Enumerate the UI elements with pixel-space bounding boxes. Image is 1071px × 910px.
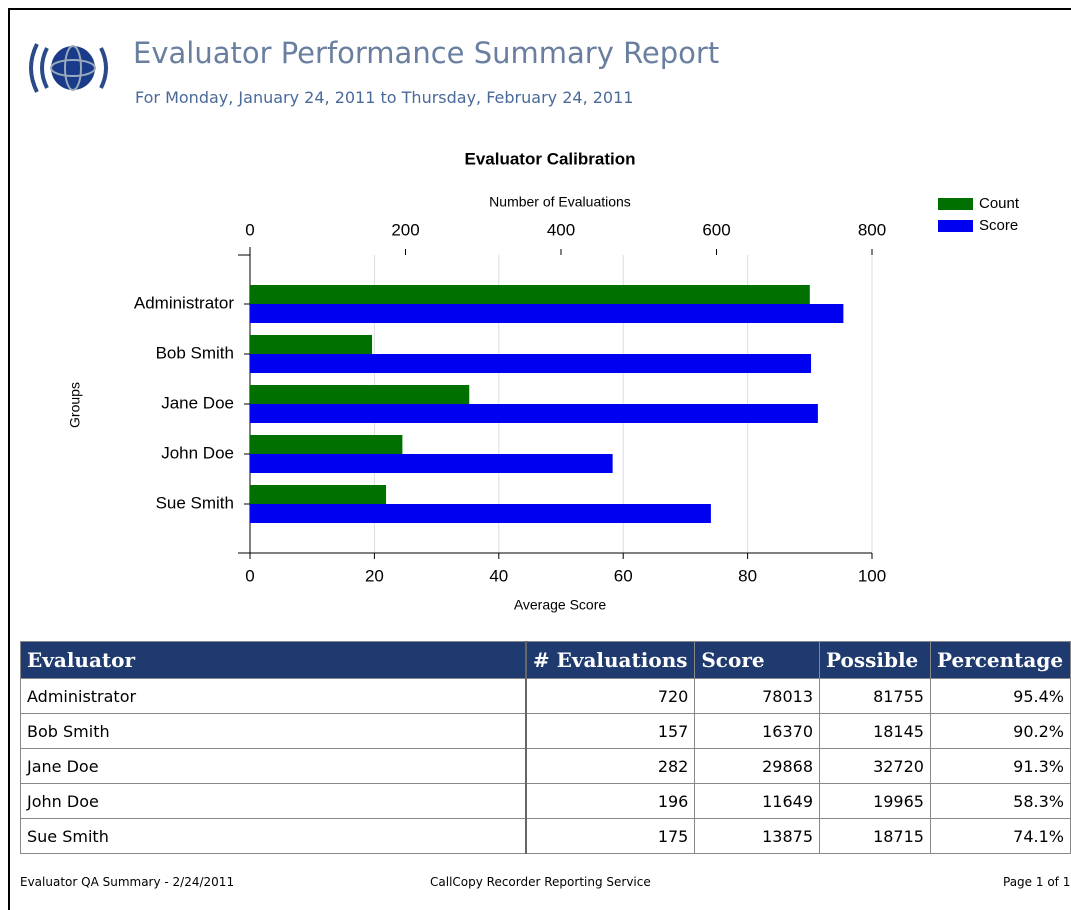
y-tick-label: John Doe	[161, 443, 234, 462]
chart-title: Evaluator Calibration	[465, 149, 636, 168]
table-cell: 157	[525, 713, 696, 749]
table-cell: 16370	[694, 713, 821, 749]
table-cell: Sue Smith	[19, 818, 527, 854]
y-tick-label: Administrator	[134, 293, 234, 312]
legend-label: Score	[979, 217, 1018, 234]
table-cell: 18145	[819, 713, 931, 749]
footer-left: Evaluator QA Summary - 2/24/2011	[20, 875, 235, 889]
table-cell: 91.3%	[929, 748, 1071, 784]
table-cell: 74.1%	[929, 818, 1071, 854]
table-cell: 18715	[819, 818, 931, 854]
x-tick-label: 60	[614, 566, 633, 585]
legend-label: Count	[979, 195, 1020, 212]
legend-swatch	[938, 220, 973, 232]
page-frame	[8, 8, 1071, 910]
table-row: Bob Smith 157 16370 18145 90.2%	[19, 713, 1071, 749]
legend-swatch	[938, 198, 973, 210]
x-tick-label: 40	[489, 566, 508, 585]
table-cell: 95.4%	[929, 678, 1071, 714]
table-row: Administrator 720 78013 81755 95.4%	[19, 678, 1071, 714]
table-cell: 11649	[694, 783, 821, 819]
x-tick-label: 80	[738, 566, 757, 585]
bar	[250, 454, 613, 473]
bar	[250, 304, 844, 323]
table-cell: Administrator	[19, 678, 527, 714]
page: Evaluator Performance Summary Report For…	[8, 8, 1071, 910]
x2-tick-label: 800	[858, 220, 886, 239]
bar	[250, 385, 470, 404]
table-row: Sue Smith 175 13875 18715 74.1%	[19, 818, 1071, 854]
x2-tick-label: 200	[391, 220, 419, 239]
table-cell: 78013	[694, 678, 821, 714]
column-header: Percentage	[929, 641, 1071, 679]
table-cell: 58.3%	[929, 783, 1071, 819]
bar	[250, 404, 818, 423]
x-tick-label: 20	[365, 566, 384, 585]
footer-center: CallCopy Recorder Reporting Service	[430, 875, 651, 889]
table-cell: 720	[525, 678, 696, 714]
logo	[29, 43, 108, 93]
table-cell: Jane Doe	[19, 748, 527, 784]
y-tick-label: Sue Smith	[156, 493, 234, 512]
x-tick-label: 100	[858, 566, 886, 585]
table-cell: John Doe	[19, 783, 527, 819]
table-cell: 196	[525, 783, 696, 819]
summary-table: Evaluator # Evaluations Score Possible Perce…	[19, 641, 1071, 854]
report-title: Evaluator Performance Summary Report	[133, 36, 720, 70]
chart: Evaluator Calibration Number of Evaluatio…	[67, 149, 1020, 613]
y-tick-label: Jane Doe	[161, 393, 234, 412]
x2-tick-label: 400	[547, 220, 575, 239]
table-cell: 13875	[694, 818, 821, 854]
table-cell: 19965	[819, 783, 931, 819]
column-header: Evaluator	[19, 641, 527, 679]
bar	[250, 354, 812, 373]
table-cell: 29868	[694, 748, 821, 784]
table-row: John Doe 196 11649 19965 58.3%	[19, 783, 1071, 819]
bar	[250, 335, 373, 354]
header-row: Evaluator # Evaluations Score Possible Perce…	[19, 641, 1071, 679]
bar	[250, 504, 711, 523]
table-row: Jane Doe 282 29868 32720 91.3%	[19, 748, 1071, 784]
column-header: Score	[694, 641, 821, 679]
table-cell: 32720	[819, 748, 931, 784]
column-header: # Evaluations	[525, 641, 696, 679]
x2-axis-label: Number of Evaluations	[489, 194, 631, 210]
bar	[250, 435, 403, 454]
column-header: Possible	[819, 641, 931, 679]
y-axis-label: Groups	[67, 382, 83, 428]
x2-tick-label: 600	[702, 220, 730, 239]
table-cell: 175	[525, 818, 696, 854]
table-cell: Bob Smith	[19, 713, 527, 749]
y-tick-label: Bob Smith	[156, 343, 234, 362]
table-cell: 81755	[819, 678, 931, 714]
table-cell: 90.2%	[929, 713, 1071, 749]
table-cell: 282	[525, 748, 696, 784]
bar	[250, 285, 810, 304]
footer-right: Page 1 of 1	[1003, 875, 1071, 889]
x2-tick-label: 0	[245, 220, 254, 239]
x-tick-label: 0	[245, 566, 254, 585]
bar	[250, 485, 387, 504]
x-axis-label: Average Score	[514, 597, 607, 613]
report-subtitle: For Monday, January 24, 2011 to Thursday…	[135, 88, 634, 107]
